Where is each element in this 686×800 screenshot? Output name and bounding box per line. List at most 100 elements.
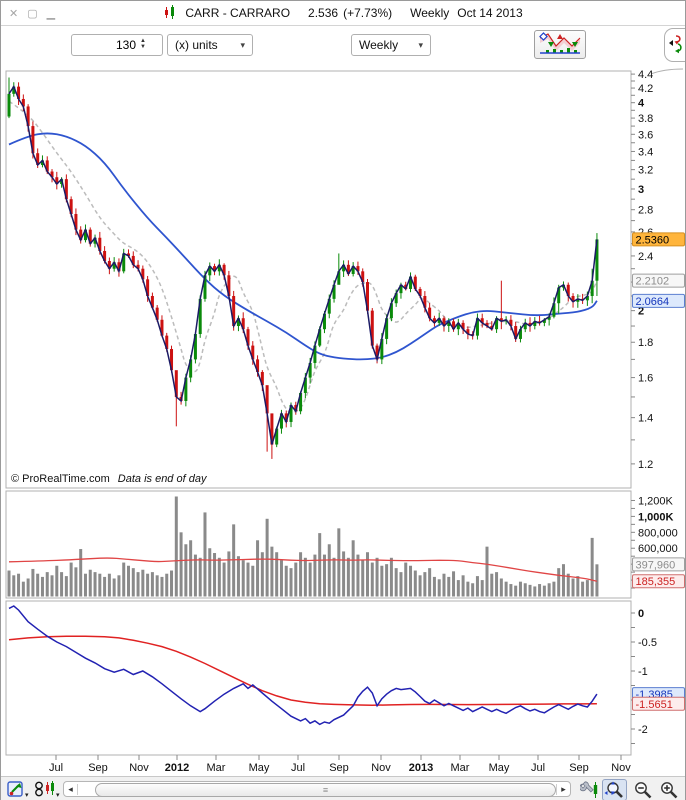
chevron-down-icon: ▾ <box>25 792 29 799</box>
svg-text:2.2102: 2.2102 <box>636 276 670 288</box>
date-label: Oct 14 2013 <box>457 6 523 20</box>
instrument-name: CARR - CARRARO <box>185 6 291 20</box>
svg-text:4.4: 4.4 <box>638 69 653 81</box>
scroll-right-icon[interactable]: ▸ <box>556 783 570 795</box>
chart-area[interactable]: © ProRealTime.com Data is end of day 4.4 4.… <box>1 67 686 776</box>
units-stepper[interactable]: ▲ ▼ <box>71 34 163 56</box>
indicator-pane <box>5 600 632 756</box>
restore-icon[interactable]: ▢ <box>27 7 38 20</box>
svg-text:2.0664: 2.0664 <box>636 296 670 308</box>
zoom-selection-button[interactable] <box>602 779 627 800</box>
svg-text:Mar: Mar <box>451 762 470 774</box>
svg-text:1.6: 1.6 <box>638 373 653 385</box>
svg-text:Mar: Mar <box>207 762 226 774</box>
svg-text:4: 4 <box>638 98 645 110</box>
ma-blue-value-box: 2.0664 <box>632 293 685 308</box>
svg-text:Jul: Jul <box>49 762 63 774</box>
svg-text:800,000: 800,000 <box>638 527 678 539</box>
chart-svg[interactable]: © ProRealTime.com Data is end of day 4.4 4.… <box>1 67 686 776</box>
svg-text:1.4: 1.4 <box>638 413 653 425</box>
svg-text:2.8: 2.8 <box>638 205 653 217</box>
svg-text:Jul: Jul <box>291 762 305 774</box>
chevron-down-icon: ▾ <box>240 39 245 50</box>
zoom-selection-icon <box>604 781 623 798</box>
svg-text:4.2: 4.2 <box>638 83 653 95</box>
zoom-in-icon <box>660 782 677 799</box>
x-axis: Jul Sep Nov 2012 Mar May Jul Sep Nov 2013 Mar May Ju… <box>49 755 631 774</box>
bottom-toolbar: ▾ ▾ ◂ ≡ ▸ <box>1 776 685 800</box>
svg-text:3.4: 3.4 <box>638 146 653 158</box>
scrollbar-thumb[interactable]: ≡ <box>95 783 556 797</box>
chart-style-icon <box>35 781 54 797</box>
export-chart-button[interactable]: ▾ <box>7 779 29 799</box>
spin-up-icon[interactable]: ▲ <box>140 38 146 44</box>
toolbar: ▲ ▼ (x) units ▾ Weekly ▾ <box>1 26 685 67</box>
svg-text:-0.5: -0.5 <box>638 637 657 649</box>
chevron-down-icon: ▾ <box>56 792 60 799</box>
axis-value-boxes: 2.21022.06642.5360397,960185,355-1.3985-… <box>632 232 685 711</box>
spin-down-icon[interactable]: ▼ <box>140 44 146 50</box>
chevron-down-icon: ▾ <box>418 39 423 50</box>
svg-text:600,000: 600,000 <box>638 543 678 555</box>
zoom-out-button[interactable] <box>630 779 655 800</box>
svg-text:Nov: Nov <box>371 762 391 774</box>
scroll-left-icon[interactable]: ◂ <box>64 783 78 795</box>
units-mode-select[interactable]: (x) units ▾ <box>167 34 253 56</box>
svg-text:2.5360: 2.5360 <box>636 234 670 246</box>
svg-text:-1: -1 <box>638 666 648 678</box>
grip-icon: ≡ <box>322 785 329 795</box>
volume-current-box: 397,960 <box>632 557 685 572</box>
svg-text:3.8: 3.8 <box>638 113 653 125</box>
timeframe-value: Weekly <box>359 38 399 52</box>
svg-text:-1.5651: -1.5651 <box>636 699 673 711</box>
svg-text:2013: 2013 <box>409 762 433 774</box>
svg-text:2: 2 <box>638 306 644 318</box>
last-price: 2.536 <box>308 6 339 20</box>
timeframe-select[interactable]: Weekly ▾ <box>351 34 431 56</box>
svg-text:-2: -2 <box>638 724 648 736</box>
timeframe-label: Weekly <box>410 6 450 20</box>
svg-text:1,000K: 1,000K <box>638 511 674 523</box>
svg-text:397,960: 397,960 <box>636 559 676 571</box>
swap-arrows-icon <box>668 32 684 59</box>
price-change: (+7.73%) <box>343 6 393 20</box>
svg-text:3: 3 <box>638 184 644 196</box>
minimize-icon[interactable]: ▁ <box>46 7 56 20</box>
copyright-label: © ProRealTime.com Data is end of day <box>11 473 208 485</box>
candlestick-icon <box>163 4 177 23</box>
svg-text:3.2: 3.2 <box>638 165 653 177</box>
time-scrollbar[interactable]: ◂ ≡ ▸ <box>63 781 571 797</box>
price-pane: © ProRealTime.com Data is end of day <box>5 70 632 489</box>
title-group: CARR - CARRARO 2.536 (+7.73%) Weekly Oct… <box>163 4 523 23</box>
svg-text:Jul: Jul <box>531 762 545 774</box>
svg-text:185,355: 185,355 <box>636 576 676 588</box>
last-price-box: 2.5360 <box>632 232 685 247</box>
zoom-in-button[interactable] <box>656 779 681 800</box>
svg-text:Sep: Sep <box>569 762 589 774</box>
export-icon <box>7 781 23 797</box>
svg-text:Sep: Sep <box>329 762 349 774</box>
indicator-red-box: -1.5651 <box>632 696 685 711</box>
indicator-axis: 0 -0.5 -1 -2 <box>631 608 657 744</box>
close-icon[interactable]: ✕ <box>9 7 19 20</box>
titlebar: ✕ ▢ ▁ CARR - CARRARO 2.536 (+7.73%) Week… <box>1 1 685 26</box>
indicators-button[interactable] <box>534 30 586 59</box>
svg-text:May: May <box>489 762 510 774</box>
svg-text:2012: 2012 <box>165 762 189 774</box>
chart-style-button[interactable]: ▾ <box>34 779 60 799</box>
orders-panel-tab[interactable] <box>664 28 685 62</box>
svg-text:May: May <box>249 762 270 774</box>
wrench-candle-icon <box>579 781 597 798</box>
units-mode-label: (x) units <box>175 38 218 52</box>
svg-text:Sep: Sep <box>88 762 108 774</box>
svg-text:1,200K: 1,200K <box>638 495 674 507</box>
price-axis: 4.44.243.83.63.43.232.82.62.421.81.61.41… <box>631 69 653 471</box>
chart-options-button[interactable] <box>577 779 602 800</box>
svg-text:Nov: Nov <box>611 762 631 774</box>
svg-text:1.2: 1.2 <box>638 459 653 471</box>
volume-axis: 1,200K 1,000K 800,000 600,000 <box>631 495 678 589</box>
indicators-chart-icon <box>538 31 582 59</box>
units-input[interactable] <box>72 38 136 52</box>
svg-text:1.8: 1.8 <box>638 337 653 349</box>
